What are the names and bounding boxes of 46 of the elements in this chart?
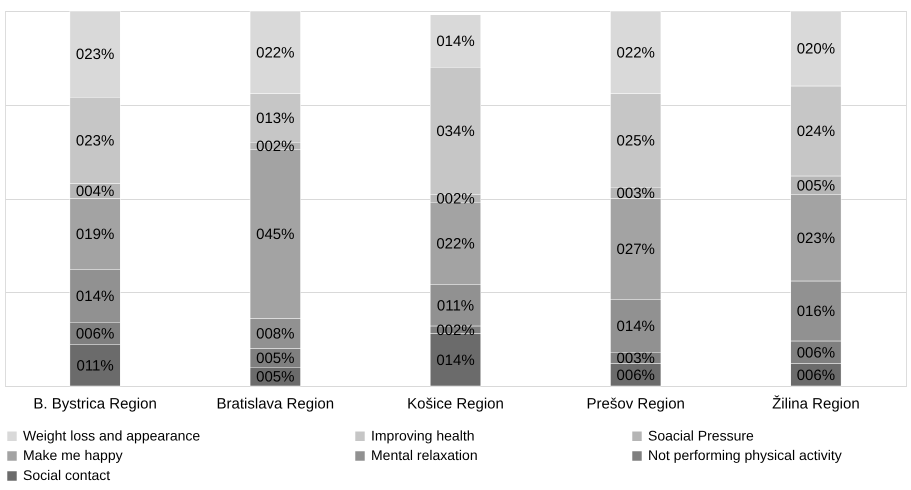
- data-label: 023%: [796, 230, 836, 247]
- legend-label: Mental relaxation: [371, 447, 478, 463]
- data-label: 023%: [76, 132, 114, 150]
- data-label: 003%: [616, 350, 655, 367]
- data-label: 014%: [436, 352, 475, 369]
- x-tick-label: Žilina Region: [772, 394, 860, 412]
- data-label: 006%: [76, 326, 114, 342]
- data-label: 025%: [616, 132, 655, 150]
- legend-label: Improving health: [371, 427, 475, 444]
- data-label: 005%: [256, 350, 294, 367]
- legend-label: Soacial Pressure: [648, 427, 754, 444]
- data-label: 022%: [256, 44, 294, 62]
- data-label: 014%: [616, 318, 655, 335]
- data-label: 003%: [616, 184, 655, 202]
- data-label: 045%: [256, 226, 294, 244]
- legend-label: Weight loss and appearance: [23, 427, 200, 444]
- data-label: 022%: [436, 236, 475, 252]
- data-label: 024%: [796, 123, 836, 140]
- data-label: 022%: [616, 44, 655, 62]
- data-label: 014%: [436, 33, 475, 50]
- data-label: 019%: [76, 226, 114, 244]
- legend-label: Social contact: [23, 467, 110, 483]
- x-tick-label: Košice Region: [407, 396, 504, 412]
- data-label: 034%: [436, 123, 475, 140]
- legend-label: Not performing physical activity: [648, 447, 842, 463]
- data-label: 005%: [256, 368, 294, 386]
- x-tick-label: B. Bystrica Region: [33, 396, 157, 412]
- x-tick-label: Prešov Region: [586, 396, 685, 412]
- x-tick-label: Bratislava Region: [216, 396, 334, 412]
- legend-label: Make me happy: [23, 447, 123, 463]
- data-label: 008%: [256, 326, 294, 342]
- data-label: 023%: [76, 46, 114, 64]
- data-label: 002%: [256, 138, 294, 155]
- data-label: 005%: [796, 177, 836, 194]
- data-label: 011%: [436, 297, 474, 314]
- data-label: 014%: [76, 288, 114, 305]
- data-label: 016%: [796, 303, 836, 320]
- data-label: 006%: [796, 366, 836, 384]
- data-label: 013%: [256, 110, 294, 127]
- data-label: 011%: [76, 357, 114, 374]
- data-label: 002%: [436, 190, 475, 208]
- data-label: 027%: [616, 241, 655, 258]
- data-label: 004%: [76, 183, 114, 200]
- data-label: 006%: [796, 344, 836, 362]
- data-label: 020%: [796, 40, 836, 58]
- data-label: 006%: [616, 366, 655, 384]
